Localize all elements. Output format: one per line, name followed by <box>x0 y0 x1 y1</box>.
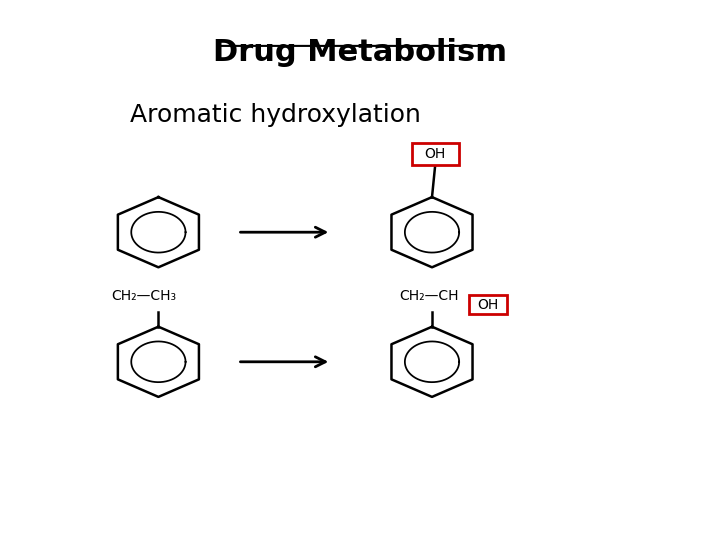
Text: Aromatic hydroxylation: Aromatic hydroxylation <box>130 103 420 126</box>
Text: CH₂—CH₃: CH₂—CH₃ <box>112 289 176 303</box>
Bar <box>412 143 459 165</box>
Text: OH: OH <box>425 147 446 161</box>
Text: OH: OH <box>477 298 499 312</box>
Bar <box>469 295 507 314</box>
Text: Drug Metabolism: Drug Metabolism <box>213 38 507 67</box>
Text: CH₂—CH: CH₂—CH <box>400 289 459 303</box>
